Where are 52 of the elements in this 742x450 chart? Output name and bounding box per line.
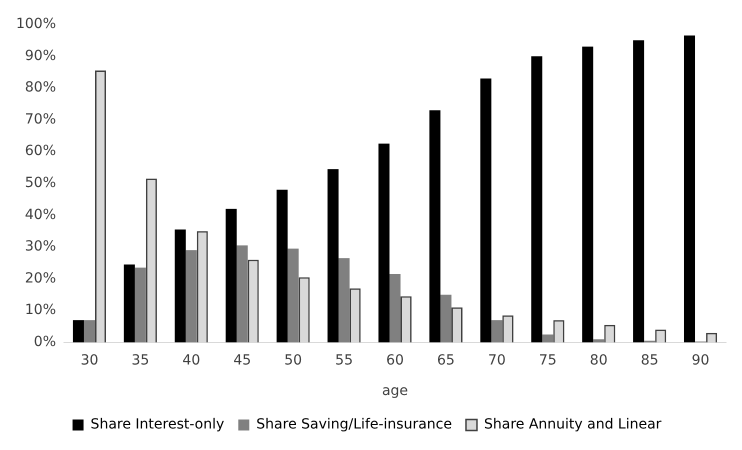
bar — [542, 334, 554, 342]
y-tick-label: 100% — [16, 16, 56, 32]
x-tick-label: 65 — [437, 352, 455, 368]
bar — [186, 250, 197, 342]
bar — [531, 56, 542, 342]
x-tick-label: 50 — [284, 352, 302, 368]
x-tick-label: 75 — [538, 352, 557, 368]
bar — [480, 78, 492, 342]
y-tick-label: 10% — [24, 302, 56, 318]
bar — [288, 248, 299, 342]
x-tick-label: 70 — [488, 352, 506, 368]
x-tick-label: 60 — [386, 352, 404, 368]
bar — [338, 258, 350, 342]
bar — [276, 190, 288, 342]
y-tick-label: 30% — [24, 238, 56, 255]
x-axis-title: age — [382, 383, 408, 400]
x-tick-label: 90 — [692, 352, 710, 368]
bar — [429, 110, 440, 342]
y-tick-label: 60% — [24, 143, 56, 160]
legend-label: Share Annuity and Linear — [484, 416, 662, 433]
bar — [236, 245, 248, 342]
x-tick-label: 80 — [590, 352, 608, 368]
bar — [378, 144, 390, 342]
y-tick-label: 20% — [24, 270, 56, 286]
bar — [226, 208, 237, 342]
bar — [593, 339, 604, 342]
bar — [440, 294, 452, 342]
y-tick-label: 80% — [24, 80, 56, 96]
bar — [174, 230, 186, 342]
x-tick-label: 45 — [233, 352, 252, 368]
bar — [582, 46, 594, 342]
bar — [328, 169, 339, 342]
y-tick-label: 90% — [24, 48, 56, 64]
y-tick-label: 50% — [24, 175, 56, 192]
y-tick-label: 40% — [24, 206, 56, 223]
x-tick-label: 30 — [80, 352, 98, 368]
y-tick-label: 70% — [24, 111, 56, 128]
legend-label: Share Interest-only — [90, 416, 224, 433]
x-tick-label: 85 — [640, 352, 659, 368]
bar — [389, 274, 401, 342]
bar — [84, 320, 95, 342]
bar — [124, 264, 135, 342]
bar — [491, 320, 502, 342]
bar — [684, 36, 696, 342]
bar — [633, 40, 644, 342]
x-tick-label: 35 — [131, 352, 150, 368]
legend-label: Share Saving/Life-insurance — [256, 416, 452, 433]
bar — [134, 268, 146, 342]
x-tick-label: 55 — [335, 352, 354, 368]
x-tick-label: 40 — [182, 352, 200, 368]
bar — [72, 320, 84, 342]
y-tick-label: 0% — [34, 334, 56, 350]
